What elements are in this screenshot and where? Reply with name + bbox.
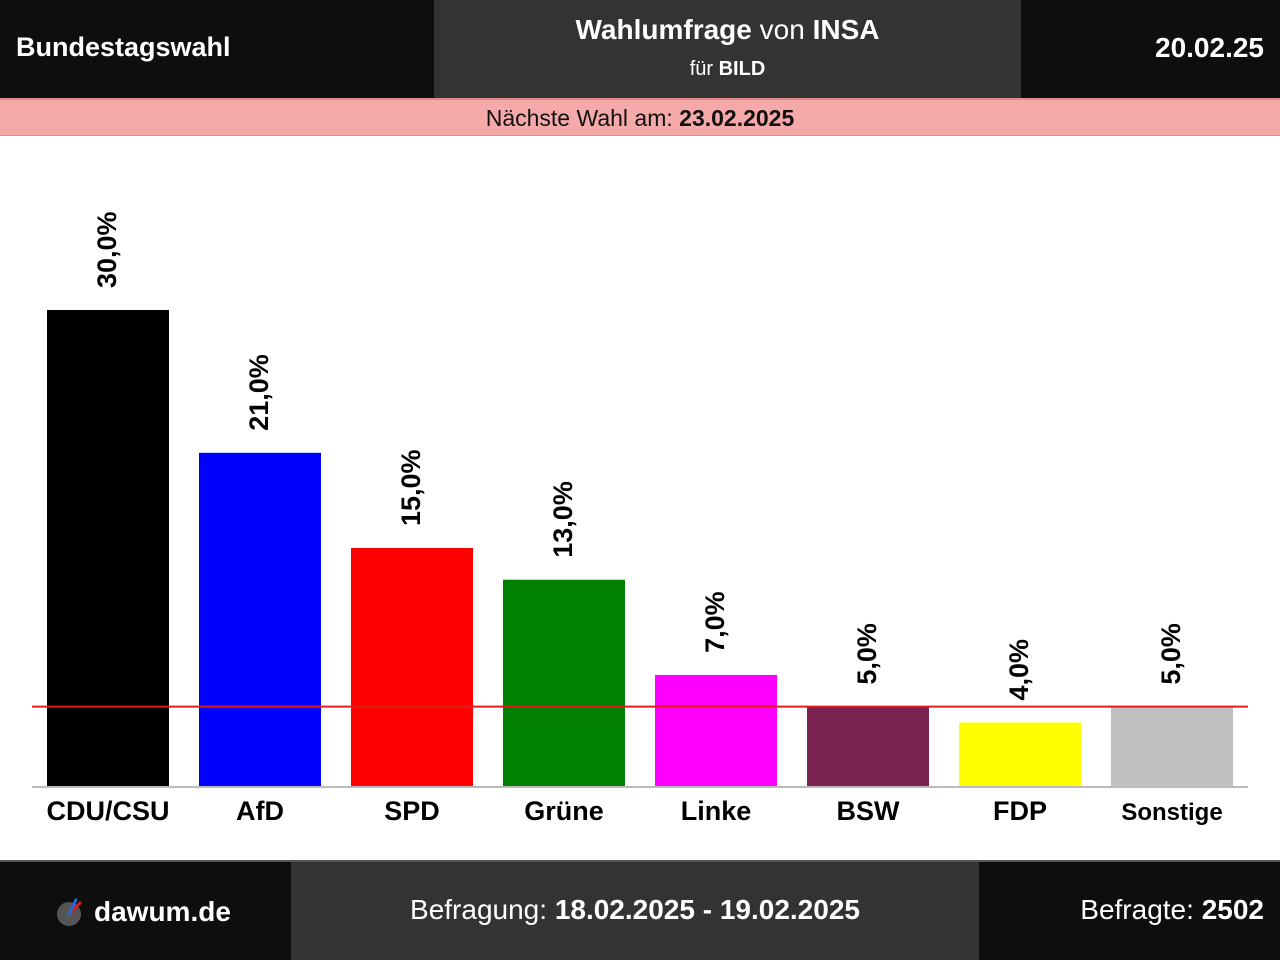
category-label-afd: AfD [236,796,284,826]
respondents-label: Befragte: [1080,894,1194,925]
header-left: Bundestagswahl [0,0,434,98]
bar-sonstige [1111,706,1233,786]
poll-client: für BILD [434,58,1021,81]
value-label-fdp: 4,0% [1004,639,1034,701]
footer-center: Befragung: 18.02.2025 - 19.02.2025 [291,862,979,960]
footer-bar: dawum.de Befragung: 18.02.2025 - 19.02.2… [0,860,1280,960]
poll-title-bold: Wahlumfrage [575,14,752,45]
category-label-gr-ne: Grüne [524,796,604,826]
value-label-cdu-csu: 30,0% [92,211,122,288]
dawum-logo-link[interactable]: dawum.de [56,896,231,928]
category-label-cdu-csu: CDU/CSU [46,796,169,826]
poll-title: Wahlumfrage von INSA [434,14,1021,46]
value-label-spd: 15,0% [396,449,426,526]
value-label-gr-ne: 13,0% [548,481,578,558]
next-election-label: Nächste Wahl am: [485,105,673,131]
poll-client-prefix: für [689,58,714,80]
category-label-linke: Linke [681,796,752,826]
dawum-logo-icon [57,898,82,926]
poll-date: 20.02.25 [1155,32,1264,63]
dawum-logo-text: dawum.de [94,896,231,927]
footer-left: dawum.de [0,862,291,960]
category-label-bsw: BSW [837,796,901,826]
bars-group [47,310,1233,786]
category-label-sonstige: Sonstige [1121,799,1222,826]
bar-chart: 30,0% CDU/CSU 21,0% AfD 15,0% SPD 13,0% Grüne 7,… [32,211,1248,826]
value-label-afd: 21,0% [244,354,274,431]
header-bar: Bundestagswahl Wahlumfrage von INSA für … [0,0,1280,98]
poll-client-name: BILD [718,58,766,80]
poll-institute: INSA [812,14,880,45]
poll-title-connector: von [759,14,805,45]
bar-cdu-csu [47,310,169,786]
bar-afd [199,452,321,786]
election-type-title: Bundestagswahl [16,32,231,62]
next-election-date: 23.02.2025 [679,105,795,131]
category-label-fdp: FDP [993,796,1047,826]
bar-gr-ne [503,579,625,786]
value-label-bsw: 5,0% [852,623,882,685]
respondents: Befragte: 2502 [1080,894,1264,926]
footer-right: Befragte: 2502 [979,862,1280,960]
bar-bsw [807,706,929,786]
category-label-spd: SPD [384,796,440,826]
respondents-value: 2502 [1201,894,1264,925]
bar-spd [351,548,473,786]
header-center: Wahlumfrage von INSA für BILD [434,0,1021,98]
bar-fdp [959,722,1081,786]
bar-linke [655,674,777,786]
value-label-sonstige: 5,0% [1156,623,1186,685]
header-right: 20.02.25 [1021,0,1280,98]
survey-period: Befragung: 18.02.2025 - 19.02.2025 [291,894,979,926]
labels-group: 30,0% CDU/CSU 21,0% AfD 15,0% SPD 13,0% Grüne 7,… [46,211,1222,826]
value-label-linke: 7,0% [700,591,730,653]
survey-period-value: 18.02.2025 - 19.02.2025 [554,894,860,925]
survey-period-label: Befragung: [410,894,548,925]
next-election-band: Nächste Wahl am: 23.02.2025 [0,98,1280,136]
